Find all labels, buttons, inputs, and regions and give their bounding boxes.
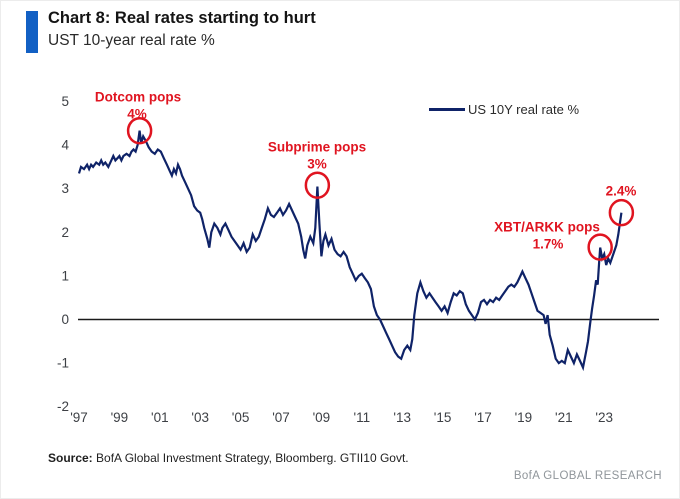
legend-line-swatch [429,107,465,112]
annotation-xbt-arkk-value: 1.7% [532,236,564,252]
annotation-current-value: 2.4% [605,183,637,199]
annotation-circle-2 [587,233,613,261]
y-tick-label: -1 [57,356,69,371]
y-tick-label: 3 [61,181,69,196]
y-tick-label: 4 [61,138,69,153]
x-tick-label: '15 [434,410,452,425]
source-text: BofA Global Investment Strategy, Bloombe… [96,451,409,465]
x-tick-label: '99 [111,410,129,425]
us-10y-real-rate-line [77,130,623,372]
annotation-circle-3 [608,198,635,227]
source-line: Source: BofA Global Investment Strategy,… [48,451,409,465]
x-tick-label: '13 [393,410,411,425]
x-tick-label: '11 [354,410,371,425]
annotation-circle-1 [304,171,331,199]
chart-legend: US 10Y real rate % [429,102,579,117]
annotation-circle-0 [126,116,153,145]
y-tick-label: 0 [61,312,69,327]
x-tick-label: '97 [70,410,88,425]
y-tick-label: 5 [61,94,69,109]
x-tick-label: '17 [474,410,492,425]
annotation-subprime-value: 3% [307,156,327,172]
chart-subtitle: UST 10-year real rate % [48,32,215,49]
source-label: Source: [48,451,93,465]
annotation-xbt-arkk-label: XBT/ARKK pops [494,219,600,235]
x-tick-label: '07 [272,410,290,425]
x-tick-label: '23 [595,410,613,425]
annotation-subprime-label: Subprime pops [267,139,367,155]
x-tick-label: '21 [555,410,573,425]
annotation-dotcom-value: 4% [127,106,147,122]
legend-label: US 10Y real rate % [468,102,580,117]
branding-text: BofA GLOBAL RESEARCH [513,470,662,482]
x-tick-label: '05 [232,410,250,425]
chart-title: Chart 8: Real rates starting to hurt [48,9,316,27]
x-tick-label: '19 [515,410,533,425]
x-tick-label: '01 [151,410,169,425]
y-tick-label: -2 [57,399,69,414]
accent-bar [26,11,38,53]
x-tick-label: '03 [191,410,209,425]
y-tick-label: 1 [61,268,69,283]
annotation-dotcom-label: Dotcom pops [94,89,182,105]
x-tick-label: '09 [313,410,331,425]
y-tick-label: 2 [61,225,69,240]
